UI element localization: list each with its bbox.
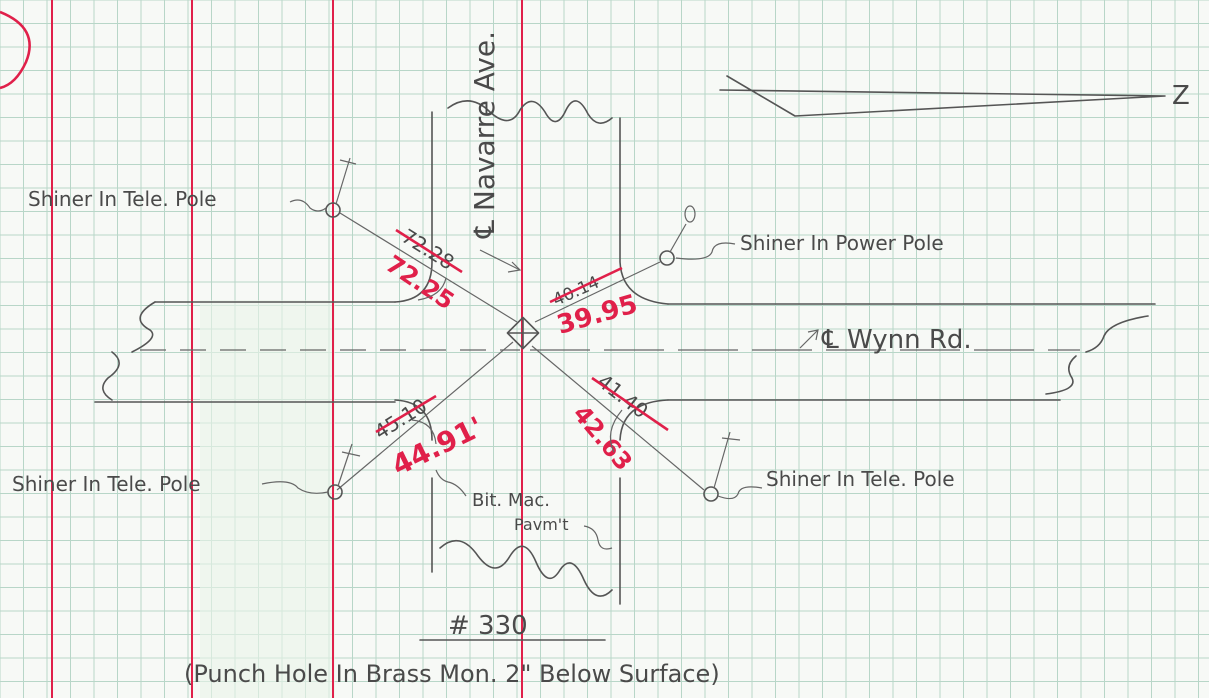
sw-shiner-label: Shiner In Tele. Pole <box>12 472 201 496</box>
tie-lines <box>336 212 705 491</box>
navarre-ave-road <box>394 100 669 605</box>
margin-lines <box>51 0 523 698</box>
footer-note: (Punch Hole In Brass Mon. 2" Below Surfa… <box>184 660 720 688</box>
pole-se <box>703 431 741 502</box>
wynn-rd-label: ℄ Wynn Rd. <box>821 325 972 355</box>
brass-monument-symbol <box>506 316 540 350</box>
north-arrow: Z <box>719 75 1190 117</box>
pole-ne <box>659 205 696 266</box>
sheet-mark <box>0 10 31 90</box>
label-leaders <box>261 199 763 550</box>
pavement-label-line1: Bit. Mac. <box>472 490 550 511</box>
se-shiner-label: Shiner In Tele. Pole <box>766 467 955 491</box>
nw-shiner-label: Shiner In Tele. Pole <box>28 187 217 211</box>
wynn-rd-road <box>94 301 1156 403</box>
pole-nw <box>325 157 357 218</box>
station-number: # 330 <box>448 611 528 641</box>
navarre-ave-label: ℄ Navarre Ave. <box>468 31 501 239</box>
ne-shiner-label: Shiner In Power Pole <box>740 231 944 255</box>
pavement-label-line2: Pavm't <box>514 515 568 534</box>
shaded-strip <box>200 300 335 698</box>
pole-sw <box>327 443 361 500</box>
north-arrow-letter: Z <box>1172 81 1190 111</box>
distance-arcs <box>411 277 623 453</box>
